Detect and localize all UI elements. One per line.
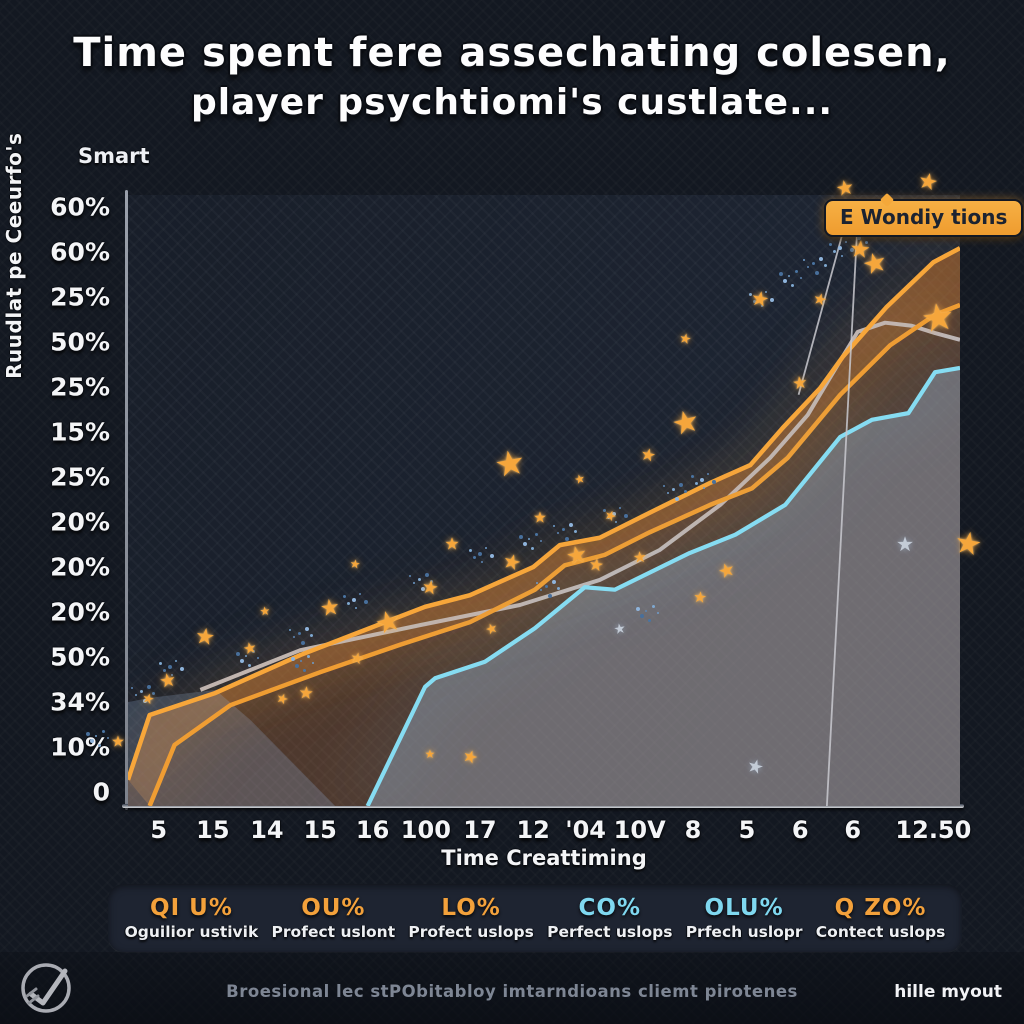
footer-caption: Broesional lec stPObitabloy imtarndioans… — [226, 982, 798, 1001]
title-line-2: player psychtiomi's custlate... — [190, 82, 834, 123]
x-tick: 17 — [463, 816, 497, 844]
star-icon: ★ — [915, 167, 941, 197]
plot-texture — [128, 195, 960, 806]
legend-item: CO% Perfect uslops — [547, 895, 672, 941]
y-tick: 34% — [50, 687, 110, 717]
legend-value: LO% — [441, 895, 501, 921]
x-tick: 16 — [355, 816, 390, 844]
legend-value: OU% — [301, 895, 366, 921]
y-tick: 25% — [50, 462, 110, 492]
check-circle-icon — [21, 963, 71, 1013]
legend-value: QI U% — [150, 895, 233, 921]
annotation-badge: E Wondiy tions — [824, 199, 1024, 237]
x-tick: 5 — [738, 816, 756, 844]
legend-label: Perfect uslops — [547, 923, 673, 941]
x-tick: 15 — [196, 816, 230, 844]
x-tick: 6 — [844, 816, 862, 844]
corner-label: Smart — [78, 144, 150, 168]
legend-item: OU% Profect uslont — [272, 895, 396, 941]
footer — [0, 952, 1024, 1024]
x-tick: 14 — [250, 816, 284, 844]
x-tick: 5 — [150, 816, 168, 844]
title-line-1: Time spent fere assechating colesen, — [73, 30, 951, 76]
y-tick: 25% — [50, 282, 110, 312]
legend-item: OLU% Prfech uslopr — [686, 895, 803, 941]
x-tick: 6 — [791, 816, 809, 844]
line-cyan-line — [368, 368, 960, 806]
area-slate-area-(under-cyan-line) — [367, 367, 960, 806]
legend-item: LO% Profect uslops — [408, 895, 533, 941]
line-upper-orange-line — [128, 248, 960, 780]
legend-label: Prfech uslopr — [685, 923, 803, 941]
chart-title: Time spent fere assechating colesen, pla… — [0, 30, 1024, 123]
x-tick: 100 — [400, 816, 451, 844]
y-tick: 20% — [50, 597, 110, 627]
x-tick: '04 — [565, 816, 606, 844]
legend-label: Oguilior ustivik — [124, 923, 259, 941]
y-tick: 20% — [50, 552, 110, 582]
legend-label: Contect uslops — [815, 923, 946, 941]
y-axis-title: Ruudlat pe Ceeurfo's — [2, 132, 26, 379]
y-tick: 60% — [50, 192, 110, 222]
x-tick: 15 — [303, 816, 337, 844]
x-axis-title: Time Creattiming — [441, 846, 647, 870]
y-tick: 20% — [50, 507, 110, 537]
area-pale-blue-patch-(bottom-left) — [128, 689, 336, 806]
y-tick: 15% — [50, 417, 110, 447]
y-tick: 50% — [50, 327, 110, 357]
y-tick: 10% — [50, 732, 110, 762]
line-lower-orange-line — [150, 305, 960, 806]
y-tick: 60% — [50, 237, 110, 267]
y-tick: 50% — [50, 642, 110, 672]
x-tick: 12.50 — [895, 816, 972, 844]
legend-value: CO% — [578, 895, 641, 921]
y-tick-labels: 60% 60% 25% 50% 25% 15% 25% 20% 20% 20% 50% 34% 10% 0 — [0, 192, 118, 807]
legend-value: OLU% — [704, 895, 784, 921]
annotation-line — [799, 236, 842, 395]
legend-bar: QI U% Oguilior ustivik OU% Profect uslont LO… — [108, 884, 962, 952]
legend-item: QI U% Oguilior ustivik — [125, 895, 259, 941]
y-tick: 0 — [92, 777, 110, 807]
line-gray-line — [200, 323, 960, 690]
x-tick-labels: 5 15 14 15 16 100 17 12 '04 10V 8 5 6 6 12.50 — [128, 816, 971, 852]
legend-value: Q ZO% — [834, 895, 927, 921]
x-tick: 10V — [613, 816, 666, 844]
x-tick: 8 — [684, 816, 702, 844]
y-axis-line — [125, 190, 128, 810]
annotation-line — [827, 236, 857, 806]
legend-label: Profect uslops — [408, 923, 534, 941]
x-axis-line — [122, 804, 964, 808]
x-tick: 12 — [516, 816, 550, 844]
footer-credit: hille myout — [894, 982, 1002, 1002]
legend-label: Profect uslont — [271, 923, 396, 941]
legend-item: Q ZO% Contect uslops — [816, 895, 946, 941]
chart-svg — [128, 195, 960, 806]
y-tick: 25% — [50, 372, 110, 402]
plot-area — [128, 195, 960, 806]
